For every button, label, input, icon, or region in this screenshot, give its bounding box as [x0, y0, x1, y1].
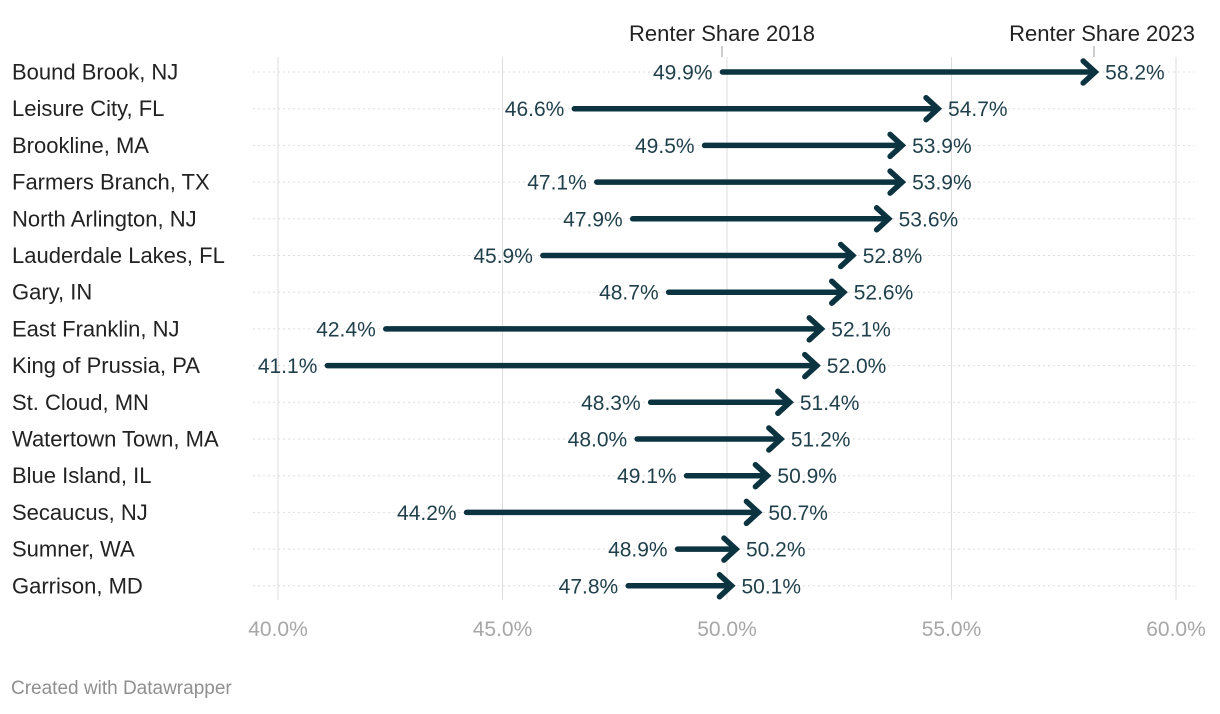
- arrow-head: [802, 351, 821, 380]
- start-value-label: 48.0%: [568, 429, 628, 452]
- category-label: Blue Island, IL: [12, 463, 151, 488]
- start-value-label: 47.1%: [527, 172, 587, 195]
- header-2018-label: Renter Share 2018: [629, 21, 815, 46]
- end-value-label: 53.9%: [912, 135, 972, 158]
- arrow-chart: Bound Brook, NJ 49.9% 58.2% Leisure City, F…: [12, 21, 1206, 641]
- arrow-head: [828, 278, 848, 306]
- end-value-label: 53.6%: [899, 208, 959, 231]
- row-2: Leisure City, FL 46.6% 54.7%: [12, 94, 1008, 123]
- end-value-label: 51.4%: [800, 392, 860, 415]
- category-label: North Arlington, NJ: [12, 206, 197, 231]
- start-value-label: 48.3%: [581, 392, 641, 415]
- row-6: Lauderdale Lakes, FL 45.9% 52.8%: [12, 241, 923, 270]
- row-9: King of Prussia, PA 41.1% 52.0%: [12, 351, 887, 380]
- end-value-label: 50.7%: [768, 502, 828, 525]
- arrow-head: [887, 131, 907, 160]
- x-tick-label: 45.0%: [473, 618, 533, 641]
- row-10: St. Cloud, MN 48.3% 51.4%: [12, 388, 860, 417]
- start-value-label: 45.9%: [473, 245, 533, 268]
- row-1: Bound Brook, NJ 49.9% 58.2%: [12, 58, 1165, 86]
- category-label: Bound Brook, NJ: [12, 60, 178, 85]
- category-label: East Franklin, NJ: [12, 316, 180, 341]
- start-value-label: 46.6%: [505, 98, 565, 121]
- row-8: East Franklin, NJ 42.4% 52.1%: [12, 315, 891, 343]
- end-value-label: 52.8%: [863, 245, 923, 268]
- start-value-label: 49.1%: [617, 465, 677, 488]
- arrow-head: [923, 94, 943, 123]
- end-value-label: 54.7%: [948, 98, 1008, 121]
- row-7: Gary, IN 48.7% 52.6%: [12, 278, 914, 306]
- category-label: Farmers Branch, TX: [12, 170, 210, 195]
- start-value-label: 48.9%: [608, 539, 668, 562]
- end-value-label: 52.0%: [827, 355, 887, 378]
- arrow-head: [766, 425, 785, 453]
- end-value-label: 58.2%: [1105, 62, 1165, 85]
- x-tick-label: 55.0%: [922, 618, 982, 641]
- start-value-label: 49.5%: [635, 135, 695, 158]
- row-4: Farmers Branch, TX 47.1% 53.9%: [12, 168, 972, 196]
- category-label: Garrison, MD: [12, 573, 143, 598]
- end-value-label: 52.6%: [854, 282, 914, 305]
- category-label: Watertown Town, MA: [12, 427, 219, 452]
- x-axis: 40.0% 45.0% 50.0% 55.0% 60.0%: [248, 618, 1206, 641]
- start-value-label: 47.8%: [559, 575, 619, 598]
- row-15: Garrison, MD 47.8% 50.1%: [12, 572, 801, 600]
- end-value-label: 50.2%: [746, 539, 806, 562]
- row-layer: Bound Brook, NJ 49.9% 58.2% Leisure City, F…: [12, 58, 1165, 600]
- category-label: Secaucus, NJ: [12, 500, 148, 525]
- arrow-head: [806, 315, 826, 343]
- row-13: Secaucus, NJ 44.2% 50.7%: [12, 498, 828, 527]
- end-value-label: 53.9%: [912, 172, 972, 195]
- category-label: Sumner, WA: [12, 537, 135, 562]
- credit-text: Created with Datawrapper: [11, 678, 232, 699]
- category-label: King of Prussia, PA: [12, 353, 200, 378]
- category-label: Brookline, MA: [12, 133, 149, 158]
- arrow-head: [873, 205, 893, 233]
- x-tick-label: 60.0%: [1146, 618, 1206, 641]
- arrow-head: [887, 168, 907, 196]
- row-14: Sumner, WA 48.9% 50.2%: [12, 535, 806, 563]
- start-value-label: 41.1%: [258, 355, 318, 378]
- category-label: Gary, IN: [12, 280, 92, 305]
- arrow-head: [752, 461, 772, 490]
- start-value-label: 42.4%: [316, 318, 376, 341]
- end-value-label: 50.9%: [777, 465, 837, 488]
- arrow-head: [743, 498, 763, 527]
- row-12: Blue Island, IL 49.1% 50.9%: [12, 461, 837, 490]
- series-header-layer: Renter Share 2018 Renter Share 2023: [629, 21, 1195, 57]
- x-tick-label: 40.0%: [248, 618, 308, 641]
- row-3: Brookline, MA 49.5% 53.9%: [12, 131, 972, 160]
- category-label: Leisure City, FL: [12, 96, 164, 121]
- arrow-head: [775, 388, 794, 417]
- category-label: Lauderdale Lakes, FL: [12, 243, 225, 268]
- end-value-label: 50.1%: [741, 575, 801, 598]
- end-value-label: 51.2%: [791, 429, 851, 452]
- start-value-label: 47.9%: [563, 208, 623, 231]
- start-value-label: 48.7%: [599, 282, 659, 305]
- row-5: North Arlington, NJ 47.9% 53.6%: [12, 205, 959, 233]
- arrow-head: [1080, 58, 1100, 86]
- end-value-label: 52.1%: [831, 318, 891, 341]
- header-2023-label: Renter Share 2023: [1009, 21, 1195, 46]
- category-label: St. Cloud, MN: [12, 390, 149, 415]
- row-11: Watertown Town, MA 48.0% 51.2%: [12, 425, 851, 453]
- start-value-label: 49.9%: [653, 62, 713, 85]
- arrow-head: [721, 535, 741, 563]
- arrow-head: [837, 241, 857, 270]
- x-tick-label: 50.0%: [697, 618, 757, 641]
- arrow-head: [716, 572, 736, 600]
- start-value-label: 44.2%: [397, 502, 457, 525]
